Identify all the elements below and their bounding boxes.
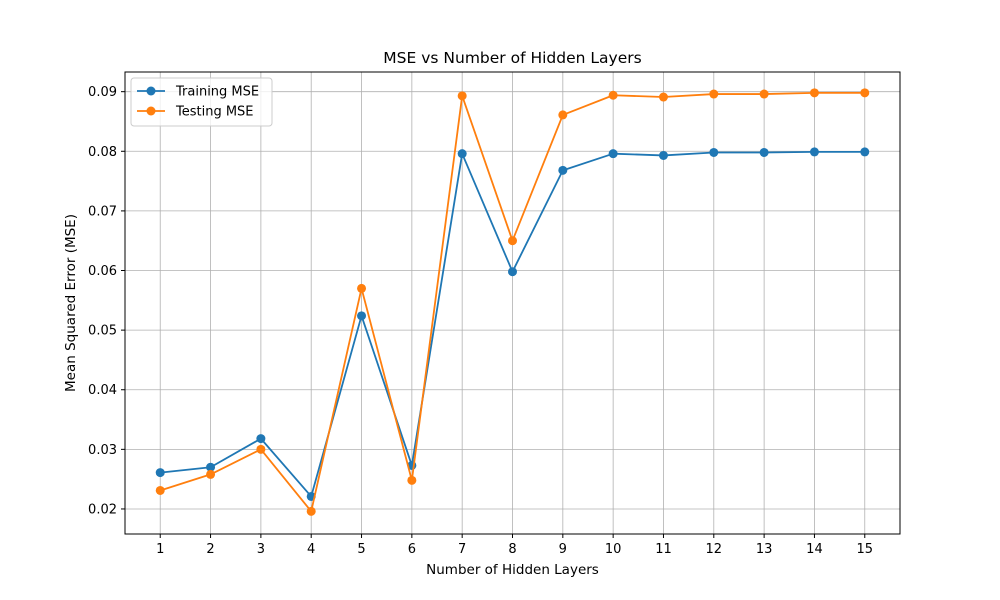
legend: Training MSE Testing MSE [130, 77, 273, 127]
x-tick-label: 2 [206, 542, 214, 557]
x-tick-label: 4 [307, 542, 315, 557]
data-point-training-mse [658, 150, 668, 160]
data-point-training-mse [608, 149, 618, 159]
chart-title: MSE vs Number of Hidden Layers [383, 49, 641, 67]
data-point-testing-mse [558, 110, 568, 120]
data-point-testing-mse [155, 485, 165, 495]
data-point-testing-mse [709, 89, 719, 99]
x-axis-ticks: 1 2 3 4 5 6 7 8 9 10 11 12 13 14 15 [156, 534, 873, 557]
x-tick-label: 3 [257, 542, 265, 557]
x-tick-label: 12 [706, 542, 723, 557]
data-point-training-mse [558, 165, 568, 175]
x-tick-label: 14 [806, 542, 823, 557]
x-tick-label: 15 [856, 542, 873, 557]
data-point-training-mse [457, 149, 467, 159]
y-tick-label: 0.06 [88, 264, 117, 279]
data-point-testing-mse [759, 89, 769, 99]
data-point-testing-mse [206, 469, 216, 479]
y-tick-label: 0.07 [88, 204, 117, 219]
y-tick-label: 0.09 [88, 85, 117, 100]
data-point-training-mse [709, 147, 719, 157]
legend-label-training: Training MSE [175, 85, 259, 100]
data-point-training-mse [155, 468, 165, 478]
data-point-training-mse [357, 311, 367, 321]
y-tick-label: 0.03 [88, 443, 117, 458]
data-point-testing-mse [407, 475, 417, 485]
data-point-testing-mse [306, 506, 316, 516]
data-point-testing-mse [357, 283, 367, 293]
x-tick-label: 6 [408, 542, 416, 557]
legend-label-testing: Testing MSE [175, 105, 254, 120]
legend-marker-training [146, 86, 156, 96]
x-tick-label: 13 [756, 542, 773, 557]
x-axis-label: Number of Hidden Layers [426, 562, 599, 578]
y-tick-label: 0.04 [88, 383, 117, 398]
data-point-training-mse [759, 147, 769, 157]
data-point-training-mse [256, 434, 266, 444]
data-point-testing-mse [809, 88, 819, 98]
data-point-testing-mse [608, 90, 618, 100]
y-tick-label: 0.08 [88, 145, 117, 160]
y-tick-label: 0.02 [88, 502, 117, 517]
data-point-training-mse [508, 267, 517, 277]
y-tick-label: 0.05 [88, 324, 117, 339]
x-tick-label: 11 [655, 542, 672, 557]
grid [125, 72, 900, 534]
data-point-testing-mse [860, 88, 870, 98]
x-tick-label: 10 [605, 542, 622, 557]
x-tick-label: 8 [508, 542, 516, 557]
data-point-testing-mse [658, 92, 668, 102]
data-point-testing-mse [508, 236, 517, 246]
x-tick-label: 9 [559, 542, 567, 557]
data-point-training-mse [206, 462, 216, 472]
legend-marker-testing [146, 106, 156, 116]
x-tick-label: 7 [458, 542, 466, 557]
data-point-training-mse [809, 147, 819, 157]
data-point-testing-mse [256, 444, 266, 454]
x-tick-label: 1 [156, 542, 164, 557]
data-point-testing-mse [457, 91, 467, 101]
data-point-training-mse [860, 147, 870, 157]
y-axis-ticks: 0.02 0.03 0.04 0.05 0.06 0.07 0.08 0.09 [88, 85, 125, 517]
y-axis-label: Mean Squared Error (MSE) [63, 214, 79, 392]
legend-box [130, 77, 273, 127]
x-tick-label: 5 [357, 542, 365, 557]
series-layer [155, 88, 870, 516]
